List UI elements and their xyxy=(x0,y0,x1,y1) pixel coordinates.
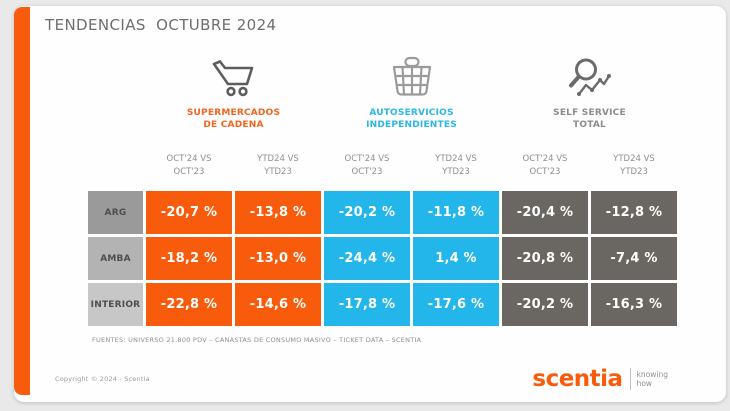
column-header: OCT'24 VS OCT'23 xyxy=(522,154,568,177)
section-supermercados: SUPERMERCADOS DE CADENA xyxy=(146,54,321,131)
value-cell: -16,3 % xyxy=(591,283,677,326)
value-cell: -20,2 % xyxy=(502,283,588,326)
value-cell: -17,6 % xyxy=(413,283,499,326)
column-header: YTD24 VS YTD23 xyxy=(435,154,477,177)
section-label: SUPERMERCADOS DE CADENA xyxy=(186,108,281,131)
page-title: TENDENCIAS OCTUBRE 2024 xyxy=(45,16,277,34)
value-cell: -24,4 % xyxy=(324,237,410,280)
row-label-arg: ARG xyxy=(88,191,143,234)
slide-card: TENDENCIAS OCTUBRE 2024 SUPERMERCADOS DE… xyxy=(14,6,726,402)
section-label: AUTOSERVICIOS INDEPENDIENTES xyxy=(366,108,457,131)
scentia-logo: scentia knowing how xyxy=(532,366,668,392)
column-header: YTD24 VS YTD23 xyxy=(257,154,299,177)
trend-table: OCT'24 VS OCT'23 YTD24 VS YTD23 OCT'24 V… xyxy=(88,148,677,326)
shopping-cart-icon xyxy=(209,54,259,100)
value-cell: -18,2 % xyxy=(146,237,232,280)
shopping-basket-icon xyxy=(387,54,437,100)
value-cell: -20,7 % xyxy=(146,191,232,234)
value-cell: -20,2 % xyxy=(324,191,410,234)
magnifier-trend-icon xyxy=(565,54,615,100)
table-corner xyxy=(88,148,143,188)
brand-tagline: knowing how xyxy=(636,370,668,388)
section-autoservicios: AUTOSERVICIOS INDEPENDIENTES xyxy=(324,54,499,131)
copyright-text: Copyright © 2024 - Scentia xyxy=(55,375,150,383)
section-label: SELF SERVICE TOTAL xyxy=(553,108,626,131)
row-label-interior: INTERIOR xyxy=(88,283,143,326)
value-cell: -17,8 % xyxy=(324,283,410,326)
value-cell: -14,6 % xyxy=(235,283,321,326)
value-cell: -20,4 % xyxy=(502,191,588,234)
value-cell: -13,8 % xyxy=(235,191,321,234)
section-selfservice: SELF SERVICE TOTAL xyxy=(502,54,677,131)
accent-bar xyxy=(14,7,30,395)
value-cell: -12,8 % xyxy=(591,191,677,234)
value-cell: -20,8 % xyxy=(502,237,588,280)
column-header: YTD24 VS YTD23 xyxy=(613,154,655,177)
brand-name: scentia xyxy=(532,366,623,392)
value-cell: -13,0 % xyxy=(235,237,321,280)
section-header-row: SUPERMERCADOS DE CADENA AUTOSERVICIOS IN… xyxy=(88,54,677,131)
row-label-amba: AMBA xyxy=(88,237,143,280)
column-header: OCT'24 VS OCT'23 xyxy=(344,154,390,177)
value-cell: -7,4 % xyxy=(591,237,677,280)
logo-divider xyxy=(629,368,631,390)
source-note: FUENTES: UNIVERSO 21.800 PDV – CANASTAS … xyxy=(92,336,422,344)
value-cell: 1,4 % xyxy=(413,237,499,280)
column-header: OCT'24 VS OCT'23 xyxy=(166,154,212,177)
value-cell: -11,8 % xyxy=(413,191,499,234)
value-cell: -22,8 % xyxy=(146,283,232,326)
